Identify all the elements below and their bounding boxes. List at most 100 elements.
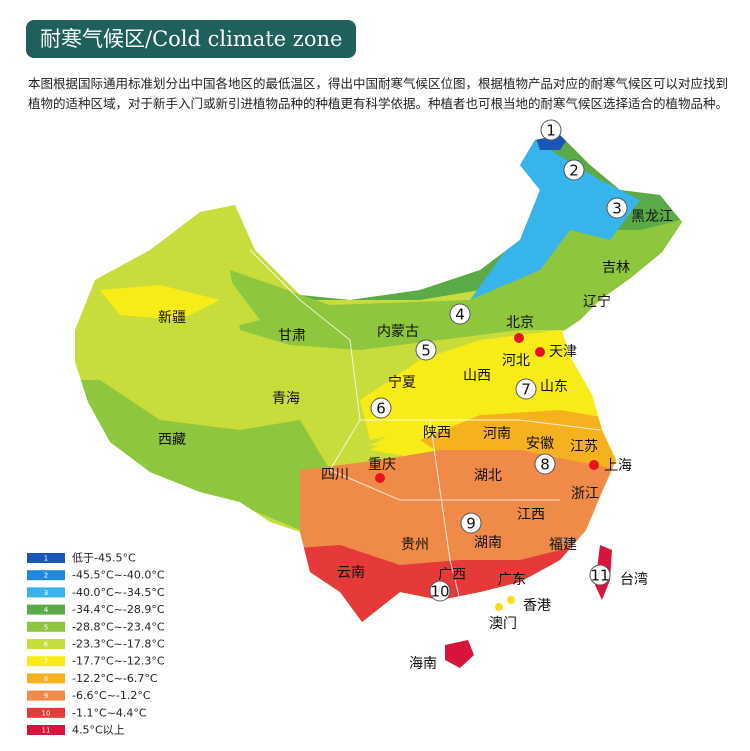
legend-swatch <box>27 725 65 735</box>
province-label: 内蒙古 <box>377 324 419 340</box>
province-label: 江苏 <box>570 439 598 455</box>
legend-label: 4.5°C以上 <box>72 724 125 737</box>
province-label: 云南 <box>337 565 365 581</box>
legend-number: 3 <box>44 589 48 597</box>
zone-marker: 9 <box>460 512 482 534</box>
province-label: 澳门 <box>489 616 517 632</box>
zone-marker: 11 <box>589 564 611 586</box>
province-label: 海南 <box>409 656 437 672</box>
legend-label: -1.1°C~4.4°C <box>72 706 147 719</box>
province-label: 辽宁 <box>583 293 611 310</box>
province-label: 西藏 <box>158 432 186 448</box>
legend-number: 8 <box>44 675 48 683</box>
zone-marker-circle <box>370 397 392 419</box>
legend-label: -28.8°C~-23.4°C <box>72 620 165 633</box>
zone-marker: 7 <box>515 378 537 400</box>
legend-swatch <box>27 587 65 598</box>
province-label: 浙江 <box>571 486 599 502</box>
province-label: 湖南 <box>474 535 502 551</box>
zone-markers: 1 2 3 4 5 6 7 8 9 10 11 <box>370 119 628 602</box>
zone-marker-circle <box>515 378 537 400</box>
zone-marker-circle <box>415 339 437 361</box>
province-border <box>360 419 601 431</box>
province-label: 贵州 <box>401 537 429 553</box>
province-label: 福建 <box>549 537 577 553</box>
city-dot <box>495 603 503 611</box>
legend-label: 低于-45.5°C <box>72 552 136 565</box>
zone-marker-label: 8 <box>540 456 550 474</box>
zone-marker-circle <box>540 119 562 141</box>
zone-marker-circle <box>606 197 628 219</box>
province-label: 宁夏 <box>388 374 416 391</box>
title: 耐寒气候区/Cold climate zone <box>26 20 357 58</box>
city-dot <box>507 596 515 604</box>
legend-label: -6.6°C~-1.2°C <box>72 689 151 702</box>
zone-area <box>75 380 330 530</box>
zone-marker-circle <box>460 512 482 534</box>
zone-area <box>530 135 570 150</box>
description: 本图根据国际通用标准划分出中国各地区的最低温区，得出中国耐寒气候区位图，根据植物… <box>28 76 729 111</box>
zone-marker-label: 4 <box>455 306 465 324</box>
zone-marker: 2 <box>563 159 585 181</box>
cities <box>375 333 599 611</box>
province-border <box>329 469 560 501</box>
legend-swatch <box>27 570 65 581</box>
zone-marker-circle <box>589 564 611 586</box>
province-label: 山东 <box>540 379 568 395</box>
zone-marker: 5 <box>415 339 437 361</box>
zone-marker: 1 <box>540 119 562 141</box>
province-label: 新疆 <box>158 310 186 326</box>
zone-marker-label: 7 <box>521 381 531 399</box>
province-label: 山西 <box>463 368 491 384</box>
province-label: 吉林 <box>602 260 630 276</box>
city-dot <box>514 333 524 343</box>
zone-marker-label: 10 <box>430 583 449 601</box>
province-label: 香港 <box>523 598 551 614</box>
province-labels: 新疆 甘肃 内蒙古 北京 天津 河北 辽宁 吉林 黑龙江 宁夏 山西 山东 青海… <box>158 209 673 672</box>
legend-swatch <box>27 621 65 632</box>
legend-swatch <box>27 673 65 684</box>
zone-marker: 3 <box>606 197 628 219</box>
province-label: 青海 <box>272 391 300 407</box>
province-label: 甘肃 <box>278 328 306 344</box>
legend-label: -45.5°C~-40.0°C <box>72 569 165 582</box>
zone-marker-label: 3 <box>612 200 622 218</box>
hainan <box>445 640 474 668</box>
province-label: 河北 <box>502 353 530 369</box>
province-label: 台湾 <box>620 571 648 588</box>
zone-marker: 8 <box>534 453 556 475</box>
legend-swatch <box>27 690 65 701</box>
province-label: 黑龙江 <box>631 209 673 225</box>
legend-swatch <box>27 656 65 667</box>
legend-number: 6 <box>44 641 49 649</box>
zone-marker-circle <box>449 303 471 325</box>
province-label: 广东 <box>498 572 526 588</box>
zone-marker-label: 1 <box>546 122 556 140</box>
zone-area <box>470 135 640 300</box>
province-label: 湖北 <box>474 468 502 484</box>
zone-marker-circle <box>534 453 556 475</box>
legend-label: -17.7°C~-12.3°C <box>72 655 165 668</box>
legend-label: -12.2°C~-6.7°C <box>72 672 158 685</box>
zone-marker-label: 9 <box>466 515 476 533</box>
province-label: 四川 <box>321 467 349 483</box>
city-dot <box>375 473 385 483</box>
legend-number: 5 <box>44 623 48 631</box>
province-border <box>249 249 361 471</box>
zone-marker-label: 5 <box>421 342 431 360</box>
legend-number: 9 <box>44 692 48 700</box>
province-label: 上海 <box>604 458 632 474</box>
legend-label: -34.4°C~-28.9°C <box>72 603 165 616</box>
province-label: 天津 <box>549 344 577 360</box>
legend-swatch <box>27 707 65 718</box>
zone-marker-circle <box>429 580 451 602</box>
zone-area <box>230 210 682 350</box>
province-label: 江西 <box>517 507 545 523</box>
legend-number: 2 <box>44 572 48 580</box>
zone-area <box>100 285 220 320</box>
legend-swatch <box>27 553 65 563</box>
zone-marker-label: 11 <box>590 567 609 585</box>
zone-marker: 10 <box>429 580 451 602</box>
legend: 1 低于-45.5°C 2 -45.5°C~-40.0°C 3 -40.0°C~-34.5… <box>27 552 165 737</box>
